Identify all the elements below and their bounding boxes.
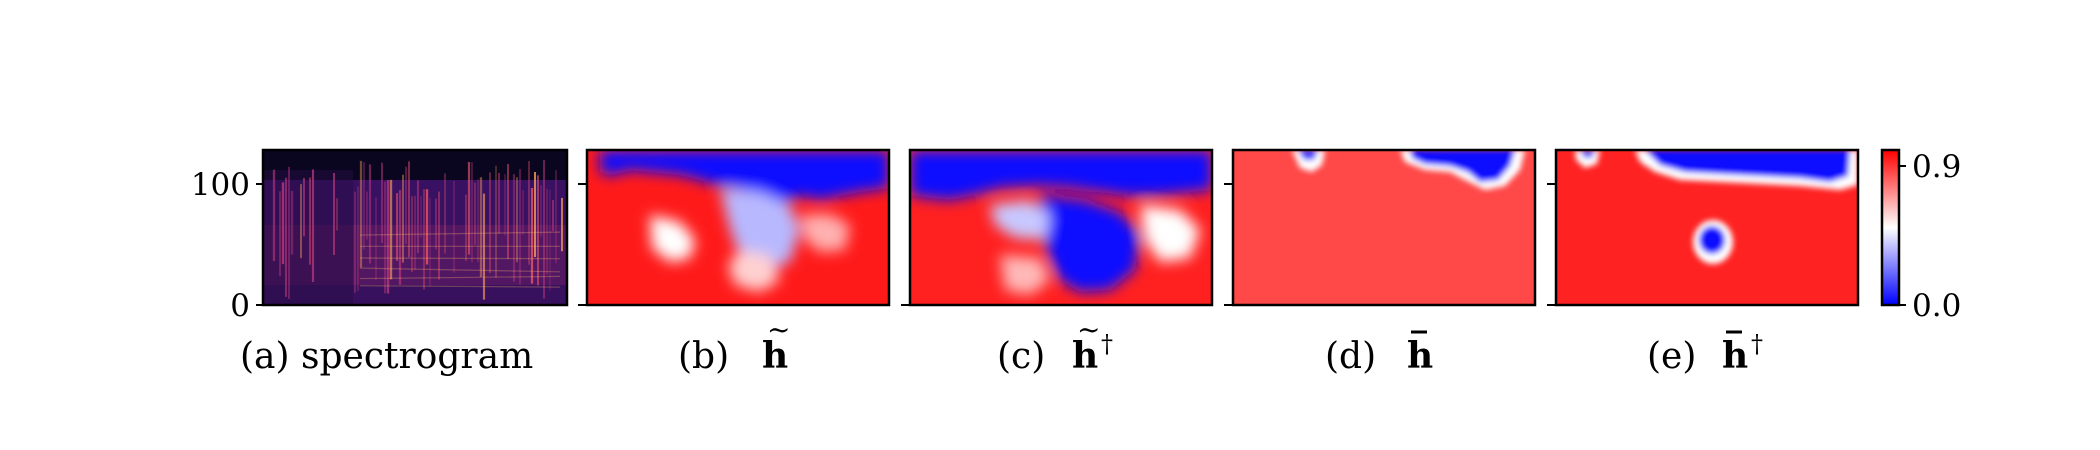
svg-text:(c): (c) (997, 336, 1045, 377)
svg-text:†: † (1751, 330, 1763, 358)
panel-b-frame (585, 148, 891, 307)
panel-ticks (578, 183, 1556, 306)
panel-c-heatmap (908, 148, 1214, 307)
colorbar-frame (1880, 148, 1901, 307)
captions: (a) spectrogram (b) h ~ (c) h ~ † (d) h … (240, 313, 1763, 377)
panel-d-frame (1231, 148, 1537, 307)
panel-c-frame (908, 148, 1214, 307)
y-axis: 0 100 (191, 167, 263, 324)
caption-a: (a) spectrogram (240, 336, 533, 377)
caption-b: (b) h ~ (678, 313, 790, 377)
svg-text:h: h (1072, 335, 1098, 377)
colorbar-gradient (1882, 150, 1899, 305)
svg-text:(b): (b) (678, 336, 729, 377)
svg-text:h: h (762, 335, 788, 377)
panel-e-heatmap (1554, 148, 1860, 307)
panel-a-frame (261, 148, 569, 307)
colorbar-tick-label-0: 0.0 (1912, 288, 1961, 324)
caption-e: (e) h † (1647, 330, 1763, 377)
colorbar: 0.0 0.9 (1880, 148, 1961, 324)
svg-text:h: h (1407, 335, 1433, 377)
caption-c: (c) h ~ † (997, 313, 1113, 377)
caption-d: (d) h (1325, 330, 1433, 377)
panel-b-heatmap (585, 148, 891, 307)
panel-e-frame (1554, 148, 1860, 307)
y-tick-label-100: 100 (191, 167, 250, 203)
svg-text:†: † (1101, 330, 1113, 358)
caption-c-tilde: ~ (1077, 313, 1100, 346)
svg-text:(d): (d) (1325, 336, 1376, 377)
panel-a-spectrogram (261, 148, 569, 307)
caption-b-tilde: ~ (767, 313, 790, 346)
colorbar-tick-label-1: 0.9 (1912, 149, 1961, 185)
panel-d-heatmap (1231, 148, 1537, 307)
spectrogram-image (263, 150, 567, 305)
svg-text:h: h (1722, 335, 1748, 377)
y-tick-label-0: 0 (230, 288, 250, 324)
svg-text:(e): (e) (1647, 336, 1696, 377)
